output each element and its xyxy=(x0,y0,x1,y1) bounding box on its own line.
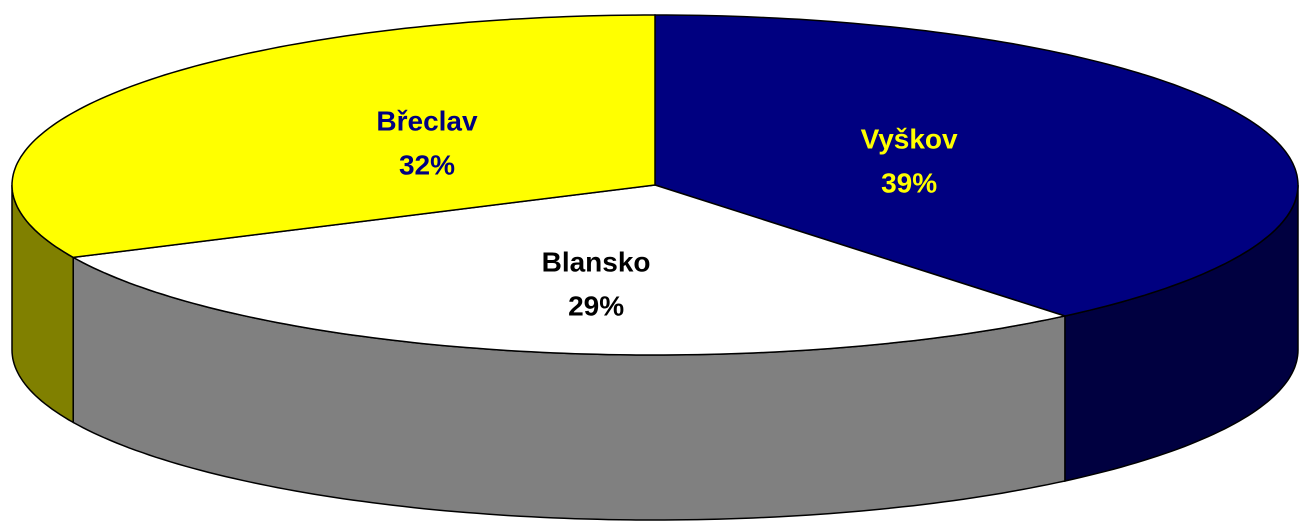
slice-label-value: 32% xyxy=(399,149,455,180)
slice-label-value: 29% xyxy=(568,291,624,322)
pie-slice xyxy=(70,184,1068,356)
slice-label-name: Břeclav xyxy=(376,105,478,136)
pie-slice xyxy=(11,14,656,259)
pie-slice xyxy=(654,14,1299,317)
slice-label-name: Blansko xyxy=(542,247,651,278)
slice-label-name: Vyškov xyxy=(861,124,958,155)
slice-label-value: 39% xyxy=(881,168,937,199)
